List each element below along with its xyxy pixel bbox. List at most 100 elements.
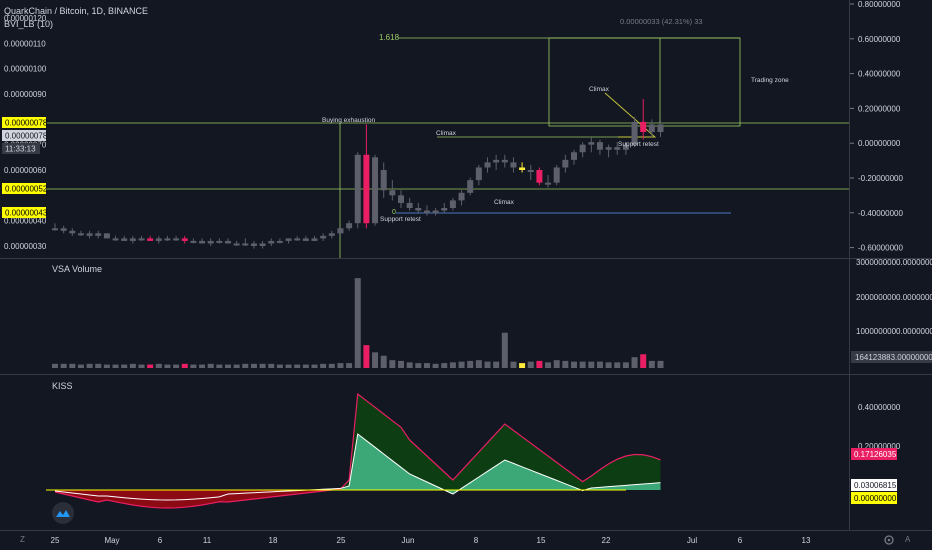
candle[interactable]: [216, 238, 223, 244]
candle[interactable]: [510, 157, 517, 173]
settings-gear-icon[interactable]: [884, 535, 894, 545]
volume-bar[interactable]: [441, 363, 448, 368]
candle[interactable]: [579, 142, 586, 158]
volume-bar[interactable]: [233, 364, 240, 368]
candle[interactable]: [536, 167, 543, 186]
volume-bar[interactable]: [449, 362, 456, 368]
candle[interactable]: [389, 180, 396, 201]
candle[interactable]: [276, 238, 283, 244]
candle[interactable]: [363, 124, 370, 229]
candle[interactable]: [121, 235, 128, 241]
volume-bar[interactable]: [614, 362, 621, 368]
volume-bar[interactable]: [579, 361, 586, 368]
candle[interactable]: [302, 235, 309, 241]
candle[interactable]: [484, 157, 491, 173]
volume-bar[interactable]: [380, 355, 387, 368]
candle[interactable]: [164, 235, 171, 241]
candle[interactable]: [527, 164, 534, 181]
candle[interactable]: [571, 149, 577, 165]
candle[interactable]: [423, 205, 430, 216]
volume-bar[interactable]: [458, 361, 465, 368]
candle[interactable]: [52, 223, 58, 231]
candle[interactable]: [181, 235, 188, 244]
volume-bar[interactable]: [155, 363, 162, 368]
candle[interactable]: [406, 197, 413, 211]
volume-series[interactable]: [52, 278, 664, 368]
volume-bar[interactable]: [129, 363, 136, 368]
kiss-lower-line[interactable]: [54, 433, 661, 501]
volume-bar[interactable]: [112, 364, 119, 368]
volume-bar[interactable]: [60, 363, 67, 368]
candle[interactable]: [77, 230, 84, 236]
candle[interactable]: [562, 154, 569, 173]
auto-scale-button[interactable]: A: [905, 535, 911, 544]
candle[interactable]: [268, 238, 275, 246]
volume-bar[interactable]: [328, 363, 335, 368]
candle[interactable]: [112, 235, 119, 241]
candle[interactable]: [199, 238, 206, 244]
climax-triangle[interactable]: [604, 92, 657, 138]
volume-bar[interactable]: [372, 352, 379, 368]
trading-zone-label[interactable]: Trading zone: [751, 77, 789, 84]
candle[interactable]: [173, 235, 180, 241]
time-axis-left-button[interactable]: Z: [20, 535, 25, 544]
volume-bar[interactable]: [415, 363, 422, 368]
candle[interactable]: [605, 144, 612, 158]
volume-bar[interactable]: [346, 363, 353, 368]
candle[interactable]: [648, 119, 655, 138]
candle[interactable]: [346, 220, 353, 231]
candle[interactable]: [225, 238, 231, 244]
volume-bar[interactable]: [398, 360, 404, 368]
candle[interactable]: [207, 238, 214, 246]
candle[interactable]: [640, 99, 647, 140]
volume-bar[interactable]: [571, 361, 577, 368]
candle[interactable]: [614, 142, 621, 155]
volume-bar[interactable]: [657, 360, 664, 368]
candle[interactable]: [242, 238, 249, 246]
volume-bar[interactable]: [77, 364, 84, 368]
volume-bar[interactable]: [181, 363, 188, 368]
indicator-axis[interactable]: 0.80000000 0.60000000 0.40000000 0.20000000…: [850, 0, 932, 451]
candle[interactable]: [380, 162, 387, 198]
candle[interactable]: [631, 116, 638, 148]
candle[interactable]: [259, 240, 266, 249]
left-price-label[interactable]: 0.00000078: [2, 117, 48, 128]
candle[interactable]: [657, 119, 664, 138]
volume-bar[interactable]: [467, 360, 474, 368]
buying-exhaustion-label[interactable]: Buying exhaustion: [322, 117, 376, 124]
volume-bar[interactable]: [622, 362, 629, 368]
candle[interactable]: [441, 202, 448, 214]
volume-bar[interactable]: [493, 361, 500, 368]
candle[interactable]: [458, 190, 465, 206]
candle[interactable]: [155, 235, 162, 244]
volume-bar[interactable]: [320, 363, 327, 368]
volume-bar[interactable]: [259, 363, 266, 368]
candle[interactable]: [354, 152, 361, 229]
volume-bar[interactable]: [596, 361, 603, 368]
candle[interactable]: [553, 164, 560, 186]
left-price-label[interactable]: 0.00000043: [2, 207, 48, 218]
volume-bar[interactable]: [363, 345, 370, 368]
candle[interactable]: [129, 235, 136, 244]
candle[interactable]: [103, 233, 110, 239]
candle[interactable]: [545, 175, 552, 188]
volume-bar[interactable]: [311, 364, 318, 368]
volume-bar[interactable]: [640, 354, 647, 368]
candle[interactable]: [311, 235, 318, 241]
left-price-label[interactable]: 0.00000078: [2, 130, 48, 141]
volume-bar[interactable]: [527, 361, 534, 368]
volume-bar[interactable]: [86, 363, 93, 368]
support-retest-label[interactable]: Support retest: [380, 216, 421, 223]
volume-bar[interactable]: [103, 364, 110, 368]
candle[interactable]: [588, 137, 595, 153]
candle[interactable]: [493, 154, 500, 170]
kiss-upper-line[interactable]: [54, 392, 661, 509]
candle[interactable]: [475, 164, 482, 186]
volume-bar[interactable]: [95, 363, 102, 368]
candlestick-series[interactable]: [52, 99, 664, 249]
volume-bar[interactable]: [588, 361, 595, 368]
tradingview-logo-icon[interactable]: [52, 502, 74, 524]
volume-bar[interactable]: [562, 360, 569, 368]
support-retest-label[interactable]: Support retest: [618, 141, 659, 148]
